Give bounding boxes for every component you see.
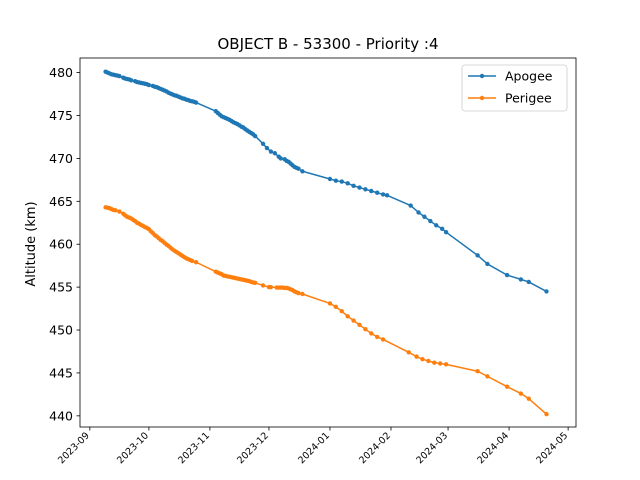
apogee-point [339, 179, 344, 184]
perigee-point [117, 209, 122, 214]
y-tick-label: 475 [49, 108, 73, 123]
apogee-point [475, 253, 480, 258]
perigee-point [333, 304, 339, 310]
apogee-point [146, 82, 152, 88]
apogee-point [408, 203, 413, 208]
legend: Apogee Perigee [461, 64, 568, 112]
apogee-point [485, 261, 490, 267]
apogee-point [333, 178, 339, 183]
apogee-point [296, 166, 301, 171]
apogee-point [345, 181, 350, 186]
legend-apogee-marker [479, 73, 485, 79]
apogee-point [327, 176, 333, 182]
y-tick-label: 450 [49, 323, 73, 338]
apogee-point [260, 141, 266, 147]
y-tick-label: 480 [49, 65, 73, 80]
perigee-point [432, 360, 437, 365]
apogee-point [428, 218, 433, 224]
perigee-point [327, 301, 333, 306]
apogee-point [363, 187, 368, 192]
y-tick-label: 455 [49, 280, 73, 295]
perigee-point [268, 284, 274, 290]
perigee-point [544, 411, 549, 417]
apogee-point [434, 223, 439, 228]
perigee-point [351, 318, 356, 323]
apogee-point [518, 277, 524, 282]
perigee-point [420, 357, 425, 362]
apogee-point [272, 151, 278, 156]
perigee-point [345, 314, 350, 319]
apogee-point [416, 210, 421, 215]
apogee-point [526, 279, 531, 285]
y-tick-label: 440 [49, 408, 73, 423]
perigee-point [193, 260, 199, 265]
apogee-point [380, 192, 386, 197]
perigee-point [300, 291, 305, 297]
perigee-point [485, 374, 490, 379]
perigee-point [443, 362, 449, 367]
perigee-point [437, 361, 443, 366]
apogee-series [103, 69, 549, 294]
apogee-point [422, 214, 427, 219]
apogee-point [375, 190, 380, 195]
perigee-point [475, 369, 480, 374]
apogee-point [384, 193, 390, 198]
chart-title: OBJECT B - 53300 - Priority :4 [217, 35, 438, 53]
apogee-point [357, 185, 362, 190]
y-tick-label: 470 [49, 151, 73, 166]
apogee-point [128, 78, 134, 83]
y-tick-label: 460 [49, 237, 73, 252]
perigee-point [380, 337, 386, 342]
y-tick-label: 465 [49, 194, 73, 209]
apogee-point [351, 183, 356, 189]
apogee-point [369, 188, 374, 194]
apogee-point [117, 73, 122, 79]
perigee-point [406, 350, 411, 355]
perigee-point [526, 396, 531, 401]
perigee-series [103, 205, 549, 417]
apogee-point [439, 226, 445, 231]
legend-perigee-marker [479, 95, 485, 101]
apogee-point [278, 156, 283, 161]
perigee-point [518, 391, 524, 396]
y-axis-label: Altitude (km) [24, 201, 39, 286]
perigee-point [189, 258, 195, 264]
y-tick-label: 445 [49, 365, 73, 380]
perigee-point [504, 384, 510, 389]
perigee-point [260, 283, 266, 288]
perigee-point [414, 354, 419, 359]
apogee-point [264, 145, 270, 151]
apogee-point [193, 100, 199, 105]
perigee-point [113, 208, 118, 213]
apogee-point [268, 149, 274, 154]
apogee-point [504, 272, 510, 278]
apogee-point [544, 289, 549, 294]
perigee-point [375, 334, 380, 340]
perigee-point [252, 280, 258, 286]
perigee-point [426, 358, 431, 364]
perigee-point [369, 331, 374, 336]
legend-perigee-label: Perigee [505, 91, 552, 106]
legend-apogee-label: Apogee [505, 69, 553, 84]
perigee-point [296, 290, 301, 296]
perigee-point [363, 326, 368, 332]
apogee-point [252, 133, 258, 139]
perigee-point [357, 322, 362, 328]
perigee-point [339, 308, 344, 314]
apogee-point [443, 230, 449, 235]
axes-frame [79, 57, 577, 428]
apogee-point [300, 169, 305, 174]
